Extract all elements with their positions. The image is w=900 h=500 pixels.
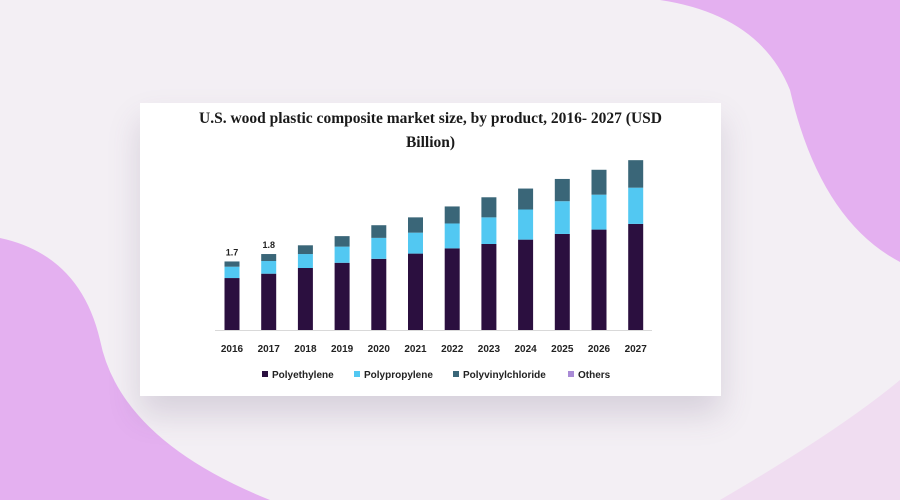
x-tick-label-2027: 2027	[625, 344, 648, 355]
bar-segment-polypropylene-2017	[261, 261, 277, 274]
x-tick-label-2023: 2023	[478, 344, 501, 355]
legend-label-polypropylene: Polypropylene	[364, 370, 433, 381]
x-tick-label-2016: 2016	[221, 344, 244, 355]
bar-segment-polypropylene-2023	[481, 217, 497, 244]
x-tick-label-2025: 2025	[551, 344, 574, 355]
data-label-2016: 1.7	[226, 247, 239, 257]
legend-swatch-others	[568, 371, 574, 377]
bar-segment-polyvinylchloride-2020	[371, 225, 387, 238]
legend-label-others: Others	[578, 370, 611, 381]
bar-segment-polyethylene-2025	[554, 233, 570, 330]
bar-segment-polyethylene-2027	[628, 223, 644, 330]
bar-segment-polyvinylchloride-2023	[481, 197, 497, 218]
bar-segment-polyvinylchloride-2019	[334, 236, 350, 247]
bar-segment-polyethylene-2018	[297, 268, 313, 330]
bar-segment-polyvinylchloride-2022	[444, 206, 460, 224]
chart-card: U.S. wood plastic composite market size,…	[140, 103, 721, 396]
x-tick-label-2024: 2024	[514, 344, 537, 355]
legend-swatch-polypropylene	[354, 371, 360, 377]
chart-title-line-1: U.S. wood plastic composite market size,…	[199, 110, 662, 127]
bar-segment-polypropylene-2024	[518, 209, 534, 240]
bar-segment-polyethylene-2019	[334, 262, 350, 330]
bar-segment-polyvinylchloride-2026	[591, 169, 607, 195]
bar-segment-polyethylene-2021	[408, 253, 423, 330]
bar-segment-polypropylene-2027	[628, 187, 644, 224]
top-right-purple-blob	[660, 0, 900, 262]
x-tick-label-2017: 2017	[258, 344, 281, 355]
bar-segment-polyvinylchloride-2018	[297, 245, 313, 255]
bar-segment-polypropylene-2025	[554, 201, 570, 234]
bar-segment-polyvinylchloride-2025	[554, 178, 570, 202]
bar-segment-polyethylene-2023	[481, 243, 497, 330]
bar-segment-polypropylene-2018	[297, 254, 313, 269]
bar-segment-polyethylene-2026	[591, 229, 607, 330]
data-label-2017: 1.8	[262, 240, 275, 250]
x-tick-label-2019: 2019	[331, 344, 354, 355]
chart-title: U.S. wood plastic composite market size,…	[140, 107, 721, 155]
bar-segment-polypropylene-2021	[408, 232, 423, 254]
legend-label-polyethylene: Polyethylene	[272, 370, 334, 381]
x-tick-label-2018: 2018	[294, 344, 317, 355]
bar-segment-polypropylene-2022	[444, 223, 460, 249]
chart-title-line-2: Billion)	[405, 134, 456, 151]
x-tick-label-2020: 2020	[368, 344, 391, 355]
stacked-bar-chart: 2016 2017 2018 2019 2020 2021 2022 2023 2024 2025…	[215, 160, 652, 381]
x-tick-label-2022: 2022	[441, 344, 464, 355]
bar-segment-polypropylene-2026	[591, 194, 607, 230]
legend-swatch-polyvinylchloride	[453, 371, 459, 377]
bar-segment-polyvinylchloride-2024	[518, 188, 534, 210]
bar-segment-polyethylene-2016	[224, 278, 240, 330]
bar-segment-polyvinylchloride-2017	[261, 254, 277, 262]
bar-segment-polypropylene-2016	[224, 266, 240, 279]
bar-segment-polypropylene-2020	[371, 237, 387, 259]
bar-segment-polyvinylchloride-2021	[408, 217, 423, 233]
bar-segment-polyethylene-2024	[518, 239, 534, 330]
bar-segment-polyethylene-2022	[444, 248, 460, 330]
bar-segment-polypropylene-2019	[334, 246, 350, 263]
x-tick-label-2021: 2021	[404, 344, 427, 355]
bar-segment-polyethylene-2017	[261, 273, 277, 330]
x-tick-label-2026: 2026	[588, 344, 611, 355]
legend-swatch-polyethylene	[262, 371, 268, 377]
bottom-left-purple-blob	[0, 238, 270, 500]
bottom-right-pink-tint	[720, 380, 900, 500]
bar-segment-polyvinylchloride-2016	[224, 261, 240, 267]
bar-segment-polyvinylchloride-2027	[628, 160, 644, 188]
legend-label-polyvinylchloride: Polyvinylchloride	[463, 370, 546, 381]
bar-segment-polyethylene-2020	[371, 258, 387, 330]
